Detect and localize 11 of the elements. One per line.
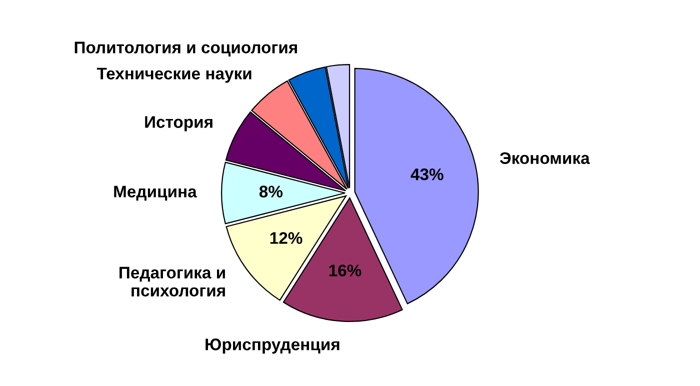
slice-label: Технические науки: [96, 68, 252, 83]
slice-label: Политология и социология: [74, 42, 297, 57]
slice-label: Педагогика и психология: [120, 266, 225, 296]
data-label: 8%: [259, 186, 283, 198]
slice-label: Юриспруденция: [206, 338, 340, 354]
slice-label: Экономика: [500, 152, 590, 164]
data-label: 16%: [329, 264, 362, 276]
slice-label: История: [145, 116, 212, 132]
data-label: 43%: [410, 168, 444, 180]
data-label: 12%: [270, 232, 302, 244]
slice-label: Медицина: [114, 186, 197, 201]
